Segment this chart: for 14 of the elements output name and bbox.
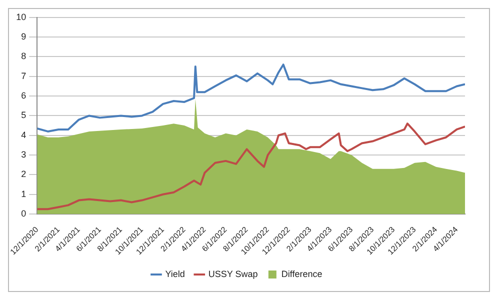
legend-label: Yield: [165, 268, 185, 279]
y-tick-label: 2: [21, 169, 26, 180]
legend-label: Difference: [281, 268, 322, 279]
y-tick-label: 10: [16, 12, 26, 22]
y-tick-label: 5: [21, 110, 26, 120]
y-tick-label: 1: [21, 188, 26, 199]
y-tick-label: 9: [21, 32, 26, 42]
y-tick-label: 8: [21, 51, 26, 62]
y-tick-label: 4: [21, 130, 26, 140]
y-tick-label: 3: [21, 150, 26, 160]
y-tick-label: 6: [21, 90, 26, 101]
legend-label: USSY Swap: [208, 268, 258, 279]
y-tick-label: 7: [21, 70, 26, 81]
y-tick-label: 0: [21, 208, 26, 219]
